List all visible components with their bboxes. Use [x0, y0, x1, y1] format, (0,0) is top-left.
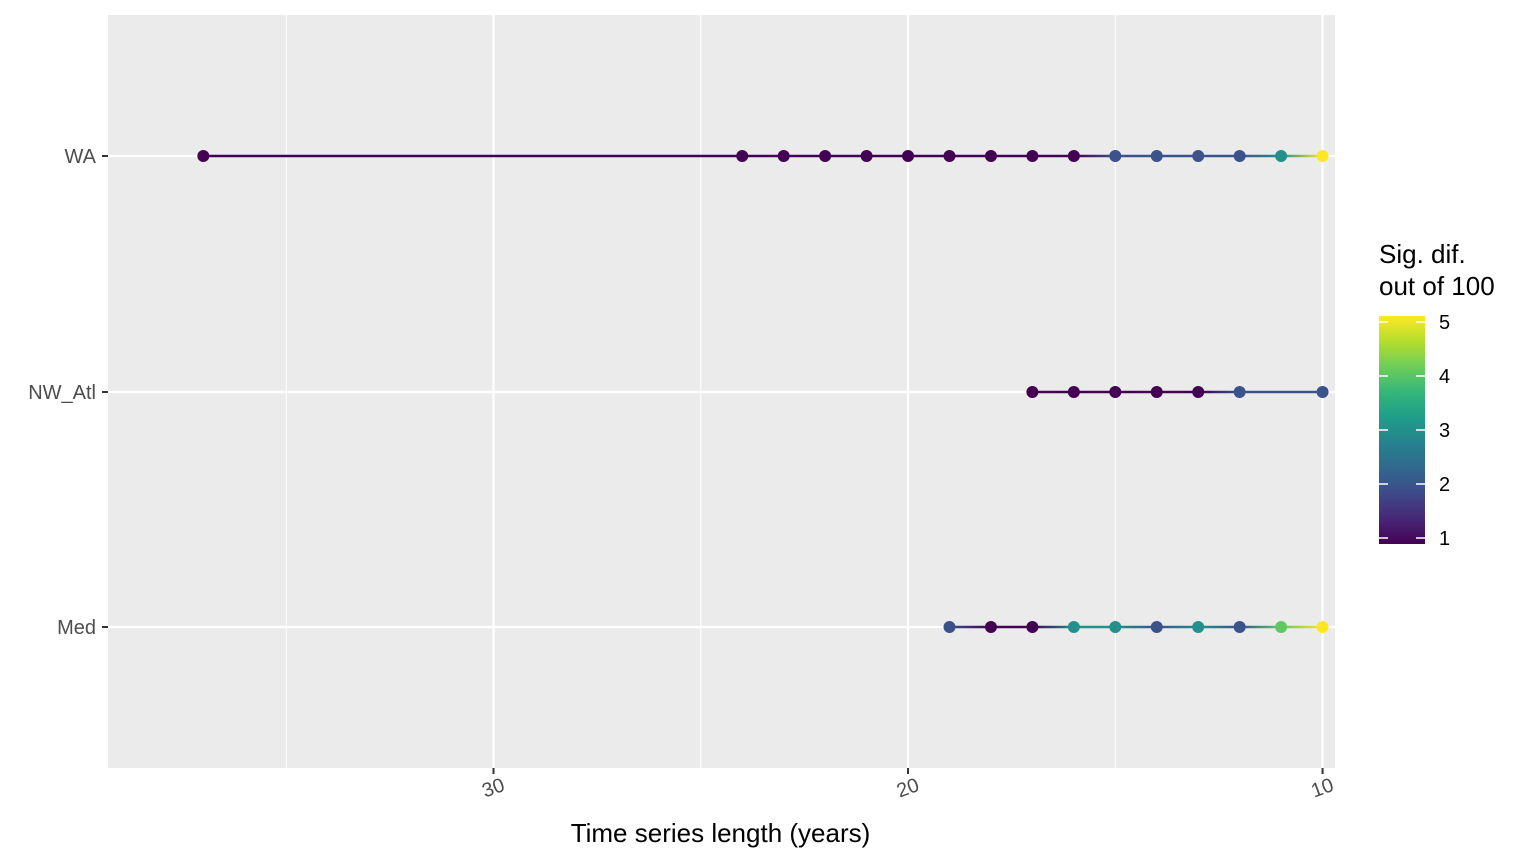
data-point: [1316, 621, 1329, 633]
data-point: [197, 150, 210, 162]
data-point: [1109, 386, 1122, 398]
y-tick-label: Med: [57, 617, 96, 639]
data-point: [1316, 150, 1329, 162]
data-point: [1233, 150, 1246, 162]
data-point: [1026, 150, 1039, 162]
data-point: [1109, 150, 1122, 162]
data-point: [1192, 386, 1205, 398]
colorbar-tick-label: 4: [1439, 366, 1450, 388]
data-point: [1233, 386, 1246, 398]
x-tick-label: 30: [479, 774, 507, 802]
data-point: [984, 150, 997, 162]
data-point: [777, 150, 790, 162]
data-point: [1067, 386, 1080, 398]
colorbar-tick-label: 1: [1439, 528, 1450, 550]
y-axis: WA NW_Atl Med: [28, 146, 108, 639]
data-point: [1109, 621, 1122, 633]
data-point: [736, 150, 749, 162]
data-point: [1275, 621, 1288, 633]
data-point: [1067, 621, 1080, 633]
data-point: [943, 150, 956, 162]
x-axis-title: Time series length (years): [571, 818, 871, 848]
data-point: [1192, 621, 1205, 633]
y-tick-label: NW_Atl: [28, 382, 96, 404]
x-tick-label: 10: [1308, 774, 1336, 802]
colorbar-tick-label: 5: [1439, 312, 1450, 334]
data-point: [1275, 150, 1288, 162]
data-point: [1026, 386, 1039, 398]
data-point: [1067, 150, 1080, 162]
colorbar-ticks: 1 2 3 4 5: [1379, 312, 1450, 550]
data-point: [1150, 150, 1163, 162]
x-tick-label: 20: [894, 774, 922, 802]
data-point: [1192, 150, 1205, 162]
legend-title-line-2: out of 100: [1379, 271, 1495, 301]
colorbar-tick-label: 2: [1439, 474, 1450, 496]
series-Med: [943, 621, 1329, 633]
series-NW_Atl: [1026, 386, 1329, 398]
data-point: [943, 621, 956, 633]
data-point: [819, 150, 832, 162]
legend-title-line-1: Sig. dif.: [1379, 239, 1466, 269]
data-point: [1316, 386, 1329, 398]
data-point: [860, 150, 873, 162]
colorbar-legend: Sig. dif. out of 100 1 2 3 4 5: [1379, 239, 1495, 550]
series-WA: [197, 150, 1329, 162]
x-axis: 30 20 10: [479, 768, 1337, 803]
data-point: [1150, 386, 1163, 398]
data-point: [902, 150, 915, 162]
data-point: [1150, 621, 1163, 633]
data-point: [1026, 621, 1039, 633]
series-layer: [197, 150, 1329, 633]
data-point: [984, 621, 997, 633]
data-point: [1233, 621, 1246, 633]
colorbar-tick-label: 3: [1439, 420, 1450, 442]
y-tick-label: WA: [65, 146, 97, 168]
